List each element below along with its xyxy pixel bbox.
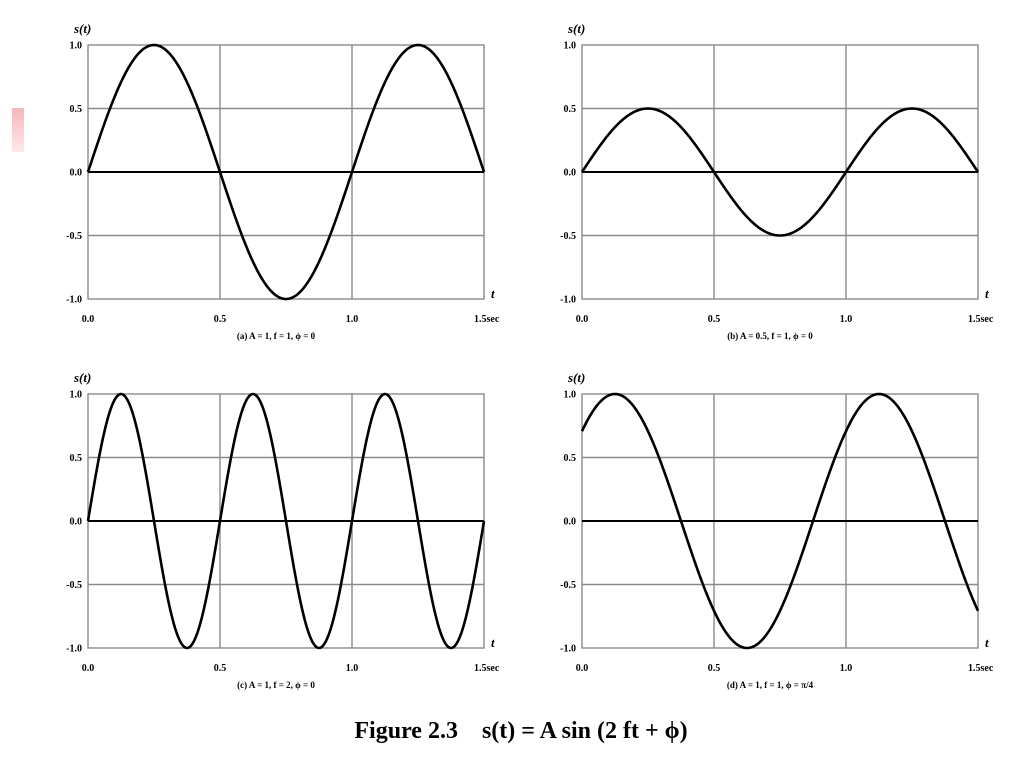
series-line-b [580, 107, 980, 237]
panel-caption: (d) A = 1, f = 1, ϕ = π/4 [727, 680, 814, 690]
x-tick-label: 0.5 [214, 663, 227, 674]
figure-title: Figure 2.3 s(t) = A sin (2 ft + ϕ) [0, 718, 1024, 745]
chart-panel-d: 1.00.50.0-0.5-1.00.0 0.5 1.0 1.5secs(t)t(d)… [560, 370, 994, 690]
x-tick-label: 0.5 [214, 314, 227, 325]
figure-label: Figure 2.3 [354, 718, 458, 744]
y-tick-label: 0.0 [564, 168, 577, 179]
x-tick-label: 1.0 [346, 314, 359, 325]
x-tick-label: 0.0 [576, 314, 589, 325]
decorative-side-mark [12, 108, 24, 152]
series-line-a [86, 43, 486, 301]
x-tick-label: 1.0 [840, 314, 853, 325]
chart-panel-a: 1.00.50.0-0.5-1.00.0 0.5 1.0 1.5secs(t)t(a)… [66, 21, 500, 341]
y-tick-label: -1.0 [66, 295, 82, 306]
y-tick-label: 0.0 [70, 517, 83, 528]
y-tick-label: 0.5 [564, 453, 577, 464]
x-axis-label: t [985, 286, 989, 301]
x-axis-label: t [491, 286, 495, 301]
y-tick-label: -1.0 [560, 644, 576, 655]
panel-caption: (a) A = 1, f = 1, ϕ = 0 [237, 331, 316, 341]
chart-panel-c: 1.00.50.0-0.5-1.00.0 0.5 1.0 1.5secs(t)t(c)… [66, 370, 500, 690]
y-tick-label: -1.0 [560, 295, 576, 306]
y-tick-label: 0.5 [70, 453, 83, 464]
x-tick-label: 1.5sec [474, 663, 500, 674]
y-tick-label: 1.0 [70, 41, 83, 52]
x-tick-label: 1.5sec [968, 663, 994, 674]
x-tick-label: 0.5 [708, 663, 721, 674]
x-axis-label: t [985, 635, 989, 650]
y-tick-label: 0.5 [564, 104, 577, 115]
x-tick-label: 1.5sec [474, 314, 500, 325]
y-tick-label: -0.5 [560, 231, 576, 242]
y-tick-label: 1.0 [564, 390, 577, 401]
chart-panel-b: 1.00.50.0-0.5-1.00.0 0.5 1.0 1.5secs(t)t(b)… [560, 21, 994, 341]
figure-formula: s(t) = A sin (2 ft + ϕ) [481, 718, 688, 744]
series-line-d [580, 392, 980, 650]
x-tick-label: 0.5 [708, 314, 721, 325]
y-axis-label: s(t) [73, 370, 91, 385]
y-axis-label: s(t) [567, 370, 585, 385]
x-tick-label: 0.0 [82, 663, 95, 674]
y-tick-label: 0.5 [70, 104, 83, 115]
y-tick-label: 0.0 [564, 517, 577, 528]
y-tick-label: 0.0 [70, 168, 83, 179]
panel-caption: (c) A = 1, f = 2, ϕ = 0 [237, 680, 315, 690]
x-tick-label: 1.5sec [968, 314, 994, 325]
y-tick-label: 1.0 [564, 41, 577, 52]
y-tick-label: -0.5 [560, 580, 576, 591]
y-tick-label: -0.5 [66, 580, 82, 591]
y-tick-label: -1.0 [66, 644, 82, 655]
x-tick-label: 1.0 [840, 663, 853, 674]
y-tick-label: 1.0 [70, 390, 83, 401]
x-tick-label: 1.0 [346, 663, 359, 674]
panel-caption: (b) A = 0.5, f = 1, ϕ = 0 [727, 331, 813, 341]
x-axis-label: t [491, 635, 495, 650]
series-line-c [86, 392, 486, 650]
y-axis-label: s(t) [73, 21, 91, 36]
y-axis-label: s(t) [567, 21, 585, 36]
x-tick-label: 0.0 [82, 314, 95, 325]
x-tick-label: 0.0 [576, 663, 589, 674]
y-tick-label: -0.5 [66, 231, 82, 242]
